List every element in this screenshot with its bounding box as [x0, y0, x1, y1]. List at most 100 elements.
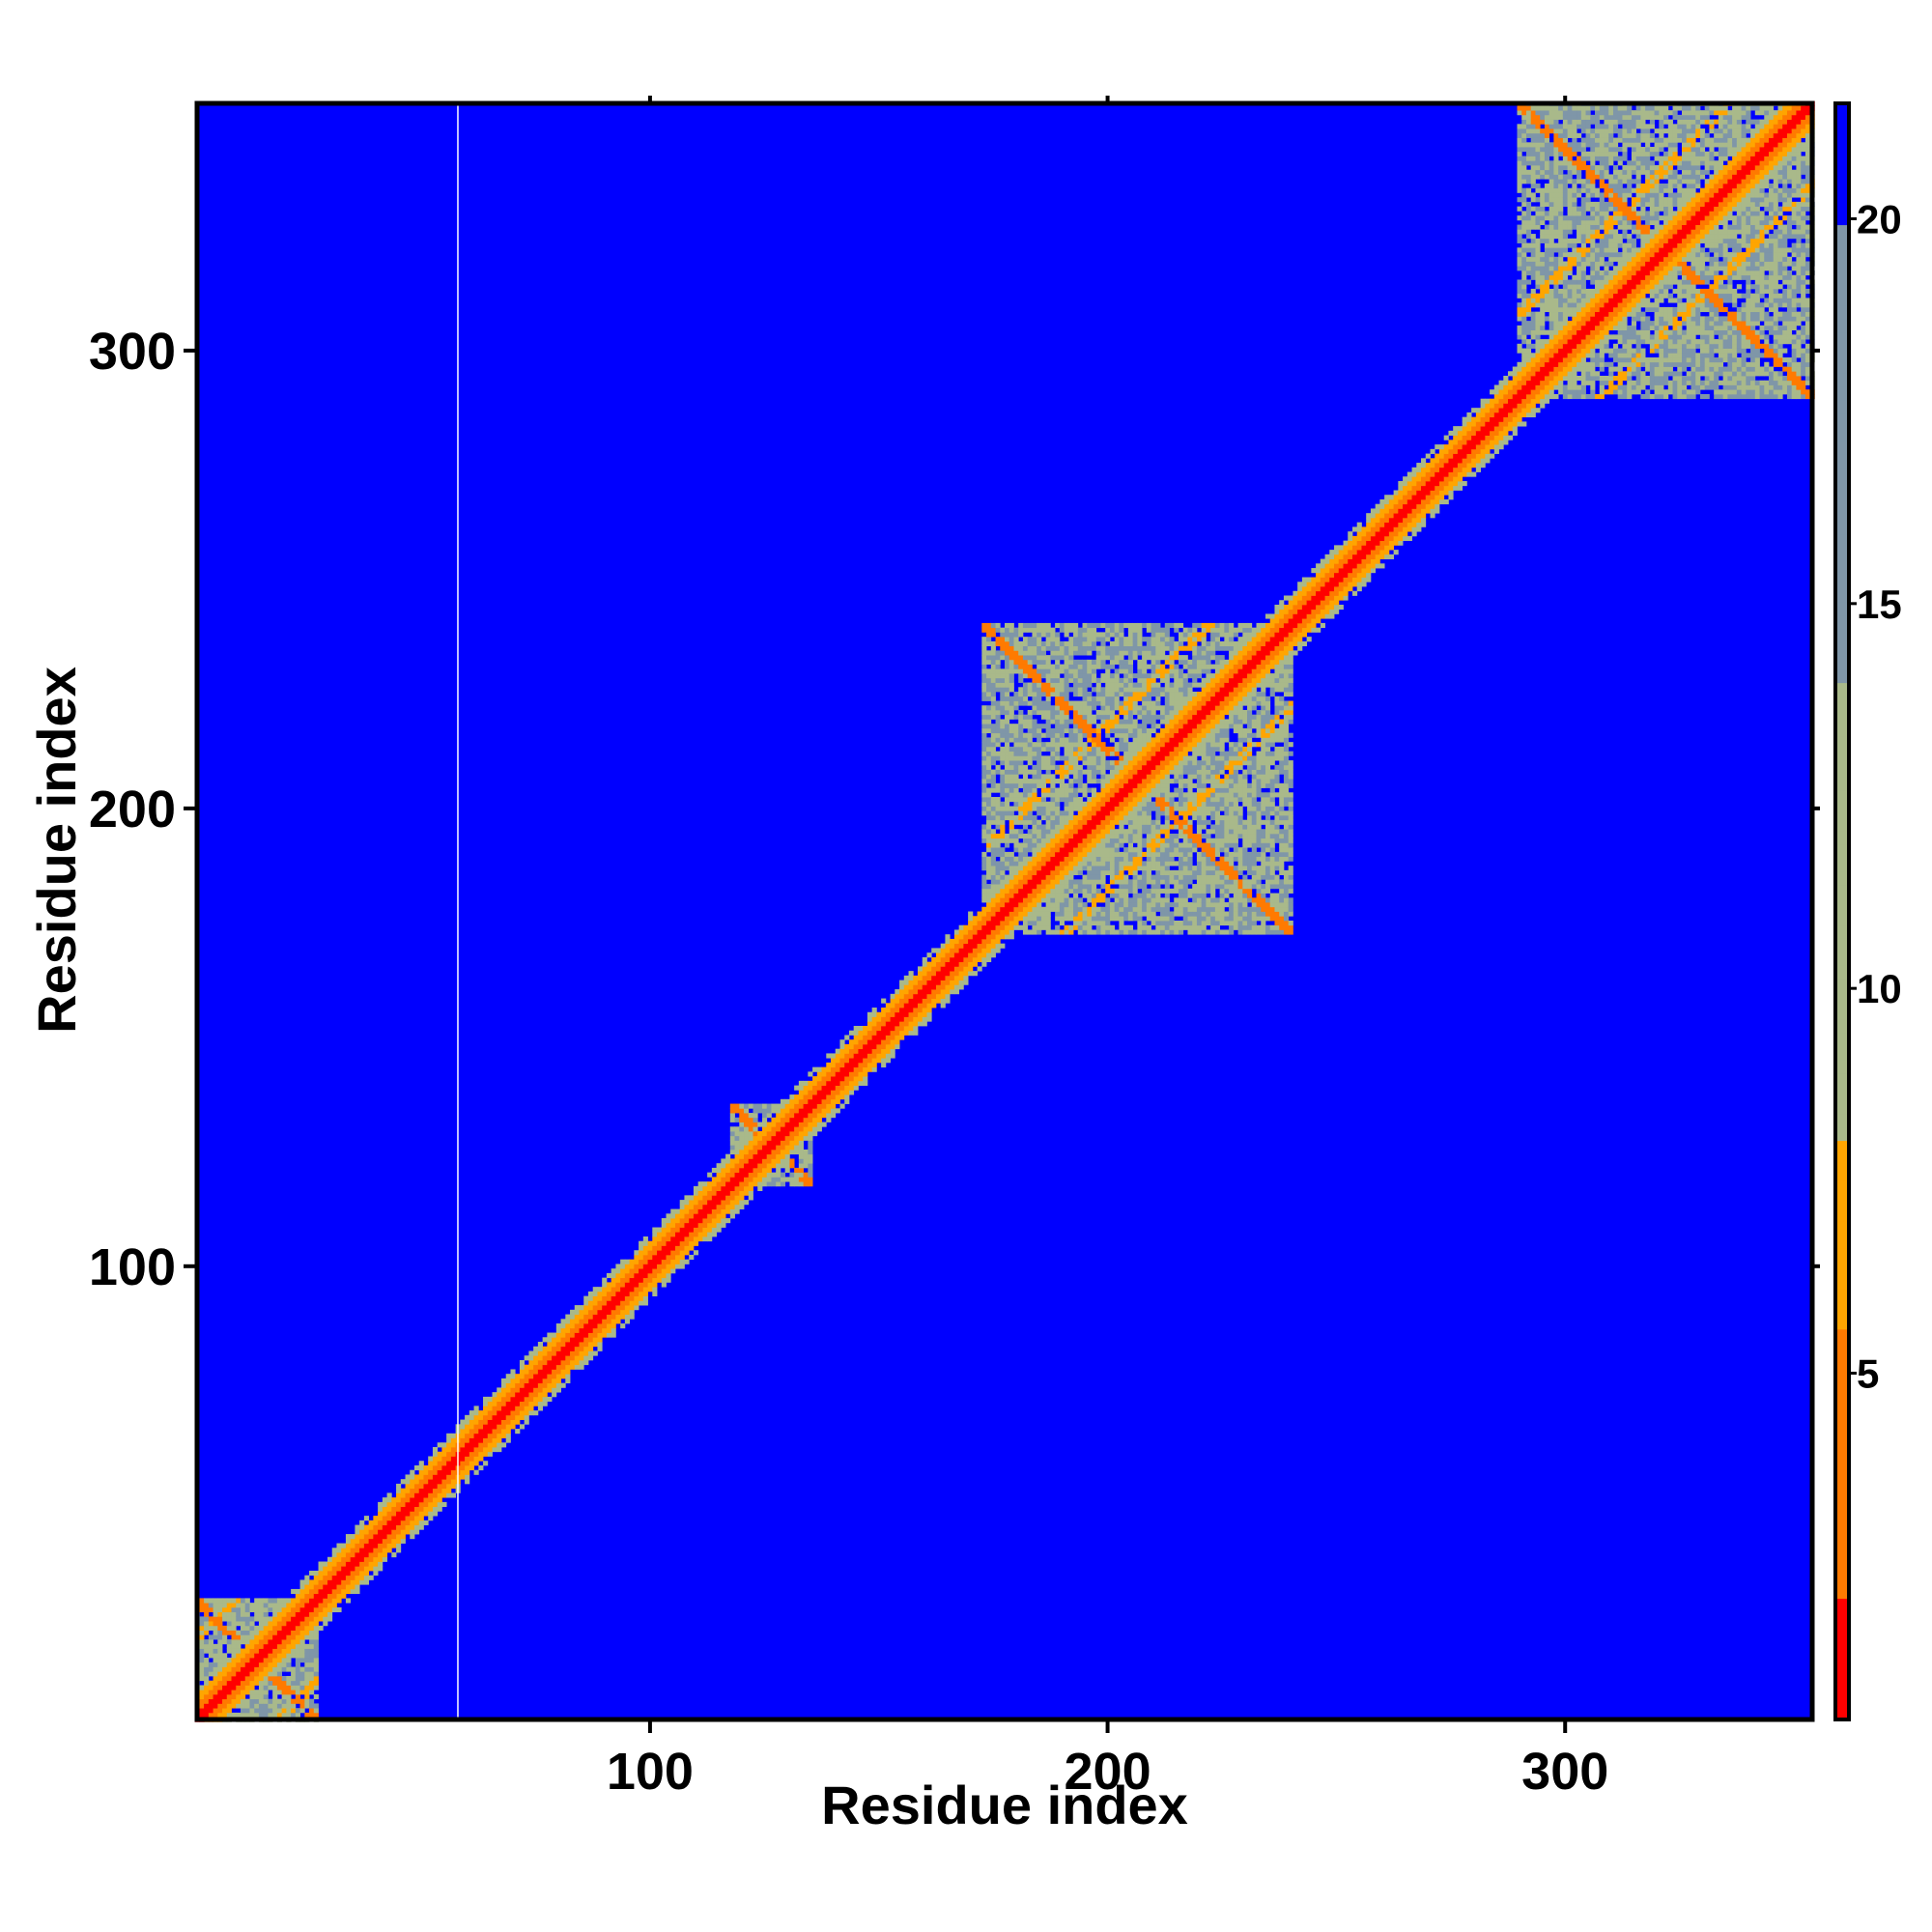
heatmap-cell: [1064, 632, 1069, 638]
heatmap-cell: [244, 1675, 250, 1682]
heatmap-cell: [537, 1396, 543, 1403]
heatmap-cell: [1018, 782, 1024, 788]
heatmap-cell: [579, 1355, 584, 1361]
heatmap-cell: [1059, 727, 1065, 734]
heatmap-cell: [1095, 861, 1101, 867]
heatmap-cell: [1032, 709, 1037, 716]
heatmap-cell: [574, 1332, 580, 1338]
heatmap-cell: [972, 971, 978, 977]
heatmap-cell: [826, 1094, 832, 1100]
heatmap-cell: [1000, 879, 1006, 885]
heatmap-cell: [1114, 655, 1120, 661]
heatmap-cell: [821, 1071, 827, 1077]
heatmap-cell: [263, 1625, 269, 1631]
heatmap-cell: [922, 1003, 927, 1009]
heatmap-cell: [1040, 655, 1047, 661]
heatmap-cell: [1073, 920, 1079, 926]
heatmap-cell: [276, 1690, 283, 1695]
heatmap-cell: [831, 1103, 837, 1109]
heatmap-cell: [634, 1259, 639, 1264]
heatmap-cell: [1018, 902, 1024, 908]
heatmap-cell: [208, 1643, 213, 1649]
heatmap-cell: [1082, 746, 1088, 753]
heatmap-cell: [1000, 920, 1006, 926]
heatmap-cell: [1037, 700, 1042, 706]
heatmap-cell: [744, 1181, 750, 1187]
heatmap-cell: [299, 1658, 305, 1663]
heatmap-cell: [647, 1245, 653, 1251]
heatmap-cell: [1114, 810, 1120, 816]
heatmap-cell: [295, 1693, 300, 1700]
heatmap-cell: [890, 1011, 895, 1017]
heatmap-cell: [1027, 645, 1033, 651]
heatmap-cell: [313, 1603, 319, 1608]
heatmap-cell: [1132, 911, 1138, 917]
heatmap-cell: [1068, 645, 1074, 651]
heatmap-cell: [1040, 659, 1047, 665]
heatmap-cell: [1050, 755, 1056, 761]
heatmap-cell: [1032, 911, 1037, 917]
heatmap-cell: [945, 952, 951, 958]
heatmap-cell: [913, 989, 919, 995]
heatmap-cell: [981, 655, 987, 661]
heatmap-cell: [254, 1708, 260, 1714]
heatmap-cell: [465, 1437, 470, 1443]
heatmap-cell: [1000, 911, 1006, 917]
heatmap-cell: [858, 1039, 864, 1045]
heatmap-cell: [533, 1369, 539, 1375]
heatmap-cell: [1027, 746, 1033, 753]
heatmap-cell: [1000, 769, 1006, 775]
heatmap-cell: [304, 1675, 310, 1682]
heatmap-cell: [995, 673, 1001, 679]
heatmap-cell: [693, 1213, 699, 1219]
heatmap-cell: [350, 1570, 355, 1577]
heatmap-cell: [1123, 929, 1129, 935]
heatmap-cell: [1005, 810, 1010, 816]
heatmap-cell: [835, 1098, 840, 1104]
heatmap-cell: [272, 1653, 278, 1659]
heatmap-cell: [1092, 847, 1097, 853]
heatmap-cell: [945, 980, 951, 985]
heatmap-cell: [1037, 732, 1042, 738]
heatmap-cell: [1087, 746, 1093, 753]
heatmap-cell: [1105, 709, 1111, 716]
heatmap-cell: [400, 1479, 406, 1485]
heatmap-cell: [1005, 833, 1010, 839]
heatmap-cell: [231, 1598, 237, 1604]
heatmap-cell: [1064, 737, 1069, 743]
heatmap-cell: [876, 1058, 882, 1064]
heatmap-cell: [890, 1021, 895, 1027]
heatmap-cell: [953, 948, 960, 953]
heatmap-cell: [780, 1149, 786, 1155]
heatmap-cell: [963, 961, 969, 967]
heatmap-cell: [272, 1708, 278, 1714]
heatmap-cell: [1095, 829, 1101, 835]
heatmap-cell: [244, 1606, 250, 1613]
heatmap-cell: [1064, 879, 1069, 885]
heatmap-cell: [1087, 801, 1093, 807]
heatmap-cell: [1027, 797, 1033, 803]
heatmap-cell: [1082, 916, 1088, 922]
heatmap-cell: [986, 902, 992, 908]
heatmap-cell: [858, 1043, 864, 1050]
heatmap-cell: [812, 1094, 818, 1100]
heatmap-cell: [812, 1126, 818, 1132]
heatmap-cell: [1050, 869, 1056, 875]
heatmap-cell: [1105, 856, 1111, 862]
heatmap-cell: [1009, 924, 1014, 930]
heatmap-cell: [460, 1451, 466, 1457]
heatmap-cell: [1087, 769, 1093, 775]
heatmap-cell: [990, 650, 996, 656]
heatmap-cell: [1068, 782, 1074, 788]
heatmap-cell: [789, 1117, 795, 1122]
heatmap-cell: [1092, 856, 1097, 862]
heatmap-cell: [1037, 709, 1042, 716]
heatmap-cell: [1027, 627, 1033, 633]
heatmap-cell: [1059, 884, 1065, 890]
heatmap-cell: [1064, 677, 1069, 683]
heatmap-cell: [1000, 732, 1006, 738]
heatmap-cell: [602, 1309, 608, 1315]
heatmap-cell: [950, 975, 955, 980]
heatmap-cell: [524, 1414, 529, 1420]
heatmap-cell: [1050, 682, 1056, 688]
